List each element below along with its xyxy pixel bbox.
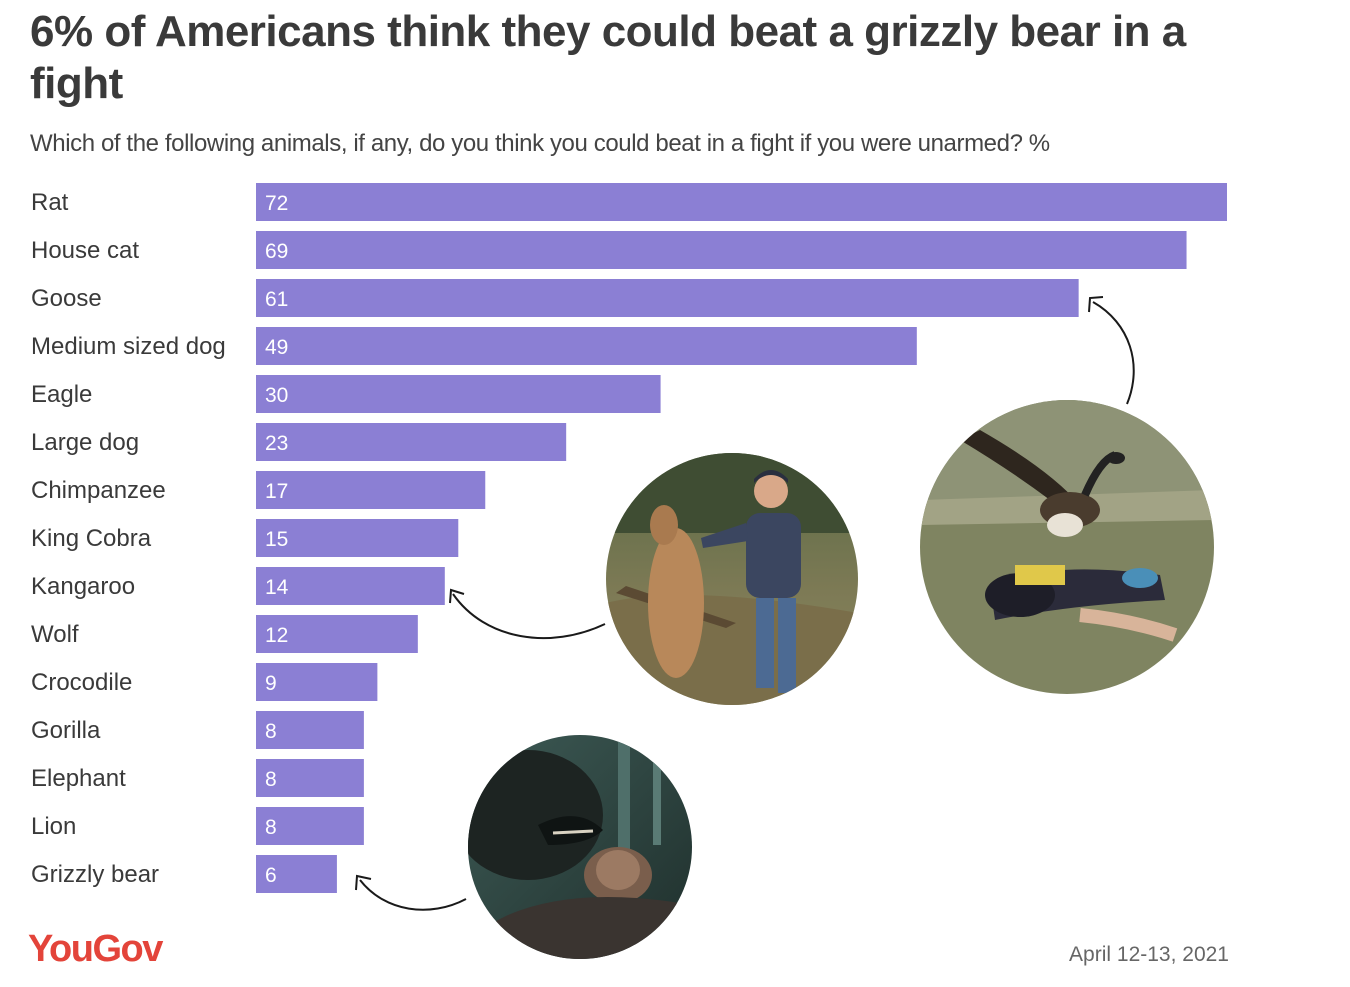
bar-goose (256, 279, 1079, 317)
bar-medium-sized-dog (256, 327, 917, 365)
survey-date: April 12-13, 2021 (1069, 943, 1229, 966)
value-label-lion: 8 (265, 816, 277, 839)
bar-king-cobra (256, 519, 459, 557)
value-label-kangaroo: 14 (265, 576, 289, 599)
category-label-large-dog: Large dog (31, 429, 139, 456)
category-label-gorilla: Gorilla (31, 717, 101, 744)
category-label-medium-sized-dog: Medium sized dog (31, 333, 226, 360)
bars (256, 183, 1227, 893)
kangaroo-arrow-head (449, 588, 465, 604)
goose-attack-photo-icon (920, 400, 1214, 694)
bar-elephant (256, 759, 364, 797)
value-label-goose: 61 (265, 288, 288, 311)
bar-gorilla (256, 711, 364, 749)
bar-lion (256, 807, 364, 845)
goose-arrow (1092, 301, 1135, 405)
chart-title: 6% of Americans think they could beat a … (30, 7, 1186, 108)
annotation-arrows (355, 296, 1135, 911)
category-label-chimpanzee: Chimpanzee (31, 477, 166, 504)
category-label-grizzly-bear: Grizzly bear (31, 861, 159, 888)
category-label-eagle: Eagle (31, 381, 92, 408)
value-label-eagle: 30 (265, 384, 288, 407)
value-label-wolf: 12 (265, 624, 288, 647)
bear-arrow (359, 879, 467, 911)
category-label-lion: Lion (31, 813, 76, 840)
bar-eagle (256, 375, 661, 413)
category-label-goose: Goose (31, 285, 102, 312)
grizzly-bear-attack-photo-icon (468, 735, 692, 959)
bar-kangaroo (256, 567, 445, 605)
bar-wolf (256, 615, 418, 653)
goose-arrow-head (1088, 296, 1104, 313)
category-label-kangaroo: Kangaroo (31, 573, 135, 600)
category-label-wolf: Wolf (31, 621, 79, 648)
value-label-chimpanzee: 17 (265, 480, 288, 503)
value-label-large-dog: 23 (265, 432, 288, 455)
value-label-medium-sized-dog: 49 (265, 336, 288, 359)
bar-grizzly-bear (256, 855, 337, 893)
value-label-crocodile: 9 (265, 672, 277, 695)
bar-crocodile (256, 663, 378, 701)
value-label-king-cobra: 15 (265, 528, 288, 551)
category-label-house-cat: House cat (31, 237, 139, 264)
value-label-elephant: 8 (265, 768, 277, 791)
bar-chimpanzee (256, 471, 486, 509)
value-labels: 72 69 61 49 30 23 17 15 14 12 9 8 8 8 6 (265, 192, 289, 887)
value-label-gorilla: 8 (265, 720, 277, 743)
value-label-house-cat: 69 (265, 240, 288, 263)
category-label-crocodile: Crocodile (31, 669, 132, 696)
bar-rat (256, 183, 1227, 221)
chart-subtitle: Which of the following animals, if any, … (30, 130, 1050, 157)
kangaroo-arrow (452, 593, 606, 640)
category-labels: Rat House cat Goose Medium sized dog Eagle La… (31, 189, 226, 888)
yougov-logo: YouGov (28, 928, 163, 970)
kangaroo-fight-photo-icon (606, 453, 858, 705)
value-label-grizzly-bear: 6 (265, 864, 277, 887)
category-label-rat: Rat (31, 189, 69, 216)
bear-arrow-head (355, 874, 372, 891)
value-label-rat: 72 (265, 192, 288, 215)
bar-large-dog (256, 423, 567, 461)
category-label-elephant: Elephant (31, 765, 126, 792)
category-label-king-cobra: King Cobra (31, 525, 152, 552)
bar-chart: Rat House cat Goose Medium sized dog Eagle La… (31, 183, 1227, 911)
bar-house-cat (256, 231, 1187, 269)
